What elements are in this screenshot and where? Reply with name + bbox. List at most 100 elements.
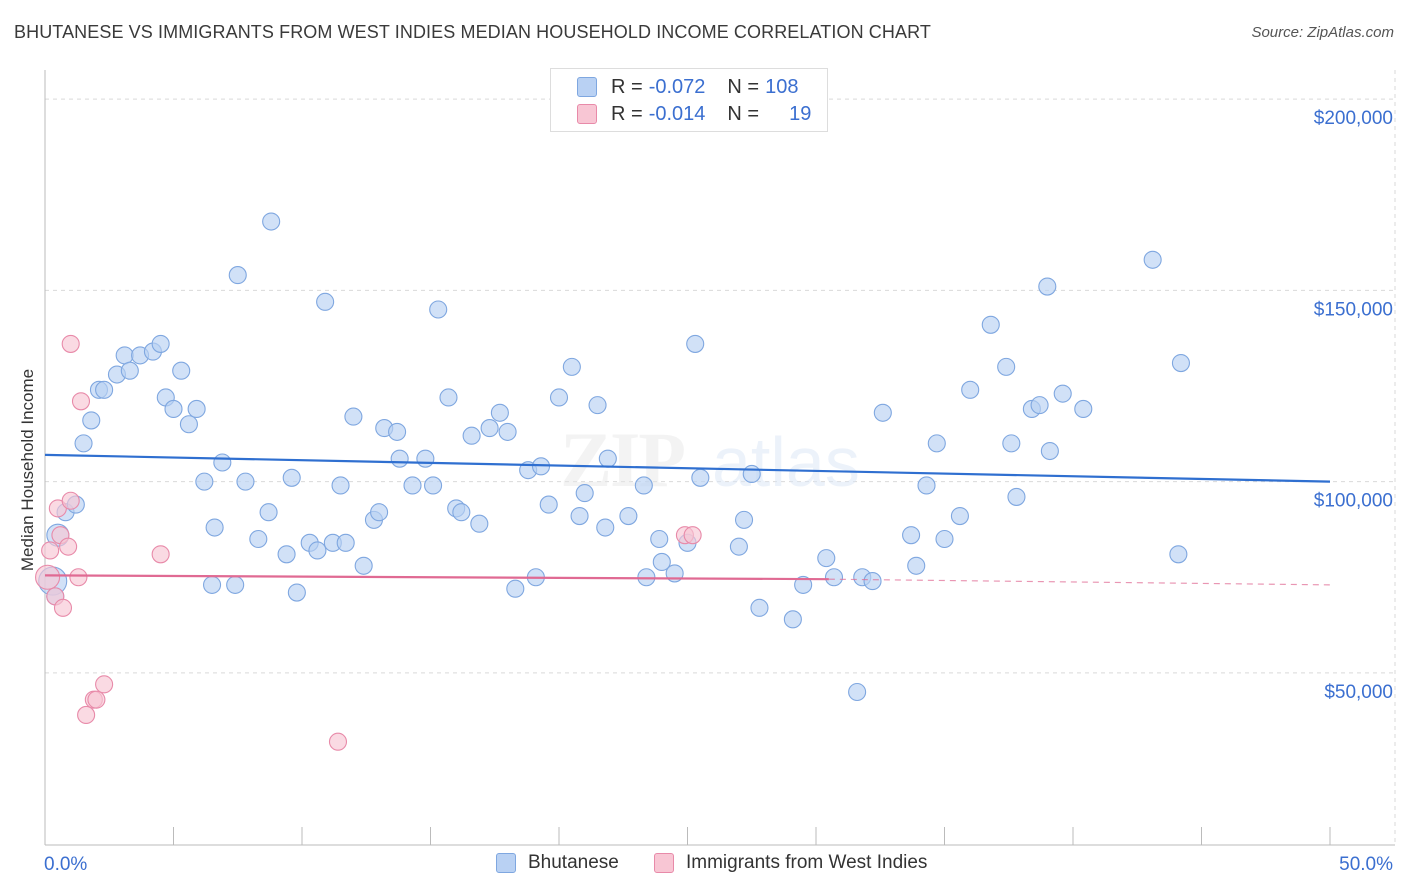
bhutanese-points [38,212,1190,702]
bhutanese-point [1169,545,1188,564]
bhutanese-point [650,529,669,549]
bhutanese-point [462,426,481,445]
bhutanese-point [619,506,638,526]
west-indies-point [53,598,73,617]
west-indies-point [328,732,348,751]
bhutanese-point [596,518,615,537]
bhutanese-point [873,403,892,422]
west-indies-point [683,526,702,545]
y-tick-label: $50,000 [1324,682,1393,703]
bhutanese-point [259,503,278,522]
bhutanese-point [203,575,222,594]
bhutanese-point [490,403,509,422]
bhutanese-point [236,472,255,491]
bhutanese-point [950,506,969,526]
bhutanese-point [429,300,448,319]
bhutanese-point [817,549,836,568]
bhutanese-point [331,476,350,495]
bhutanese-point [172,361,191,380]
legend-item-bhutanese[interactable]: Bhutanese [496,852,619,874]
x-tick-label-max: 50.0% [1339,854,1393,875]
bhutanese-point [1143,250,1162,269]
x-tick-label-min: 0.0% [44,854,87,875]
west-indies-point [59,537,78,556]
bhutanese-point [439,388,458,407]
bhutanese-point [228,266,247,285]
west-indies-point [41,541,60,560]
bhutanese-point [997,357,1016,376]
legend-row-bhutanese: R = -0.072 N = 108 [577,74,798,100]
bhutanese-point [213,453,232,472]
bhutanese-point [1007,487,1026,506]
bhutanese-point [308,541,327,560]
legend-swatch-blue [577,77,597,97]
bhutanese-point [634,476,653,495]
bhutanese-point [187,399,206,419]
bhutanese-point [354,556,373,575]
west-indies-point [77,705,96,725]
bhutanese-point [824,568,844,587]
bhutanese-point [95,380,114,399]
bhutanese-point [344,407,363,426]
west-indies-point [151,545,170,564]
bhutanese-point [570,506,589,526]
bhutanese-point [226,575,245,594]
bhutanese-point [549,388,569,407]
bhutanese-point [750,598,769,617]
bhutanese-point [1074,399,1093,419]
bhutanese-point [282,468,301,487]
west-indies-point [87,690,106,709]
west-indies-point [61,334,80,353]
watermark-atlas: atlas [712,423,860,501]
legend-r-label: R = [611,75,643,98]
legend-r-value: -0.014 [648,102,706,125]
west-indies-point [35,564,61,590]
bhutanese-point [452,503,471,522]
bhutanese-point [316,292,335,311]
bhutanese-point [164,399,183,419]
bhutanese-point [652,552,671,572]
bhutanese-point [686,334,705,353]
bhutanese-point [1038,277,1057,296]
bhutanese-point [863,572,882,591]
bhutanese-point [480,419,499,438]
bhutanese-point [598,449,617,468]
west-indies-point [69,568,88,587]
bhutanese-point [424,476,443,495]
bhutanese-point [1040,441,1059,461]
bhutanese-point [981,315,1000,334]
legend-swatch-pink [577,104,597,124]
bhutanese-point [416,449,435,468]
bhutanese-point [179,415,198,434]
legend-swatch-pink [654,853,674,873]
west-indies-point [95,675,114,694]
bhutanese-point [470,514,489,533]
bhutanese-point [249,529,268,549]
bhutanese-point [390,449,409,468]
bhutanese-point [287,583,306,602]
bhutanese-trend-line [44,453,1331,483]
trend-lines [44,453,1331,586]
y-tick-label: $100,000 [1314,491,1393,512]
legend-r-value: -0.072 [648,75,706,98]
bhutanese-point [151,334,170,353]
series-legend: Bhutanese Immigrants from West Indies [0,852,1406,878]
bhutanese-point [783,610,802,629]
west-indies-point [71,392,91,411]
bhutanese-point [691,468,710,487]
bhutanese-point [115,346,134,365]
legend-row-west-indies: R = -0.014 N = 19 [577,101,811,127]
bhutanese-point [734,510,754,529]
bhutanese-point [195,472,214,491]
bhutanese-point [848,682,867,702]
bhutanese-point [277,545,296,564]
chart-title: BHUTANESE VS IMMIGRANTS FROM WEST INDIES… [14,22,931,42]
bhutanese-point [588,396,607,415]
legend-label-west-indies: Immigrants from West Indies [686,852,928,873]
legend-item-west-indies[interactable]: Immigrants from West Indies [654,852,927,874]
legend-swatch-blue [496,853,516,873]
bhutanese-point [742,464,761,484]
legend-n-label: N = [727,75,760,98]
axes [44,70,1395,846]
bhutanese-point [575,484,594,503]
